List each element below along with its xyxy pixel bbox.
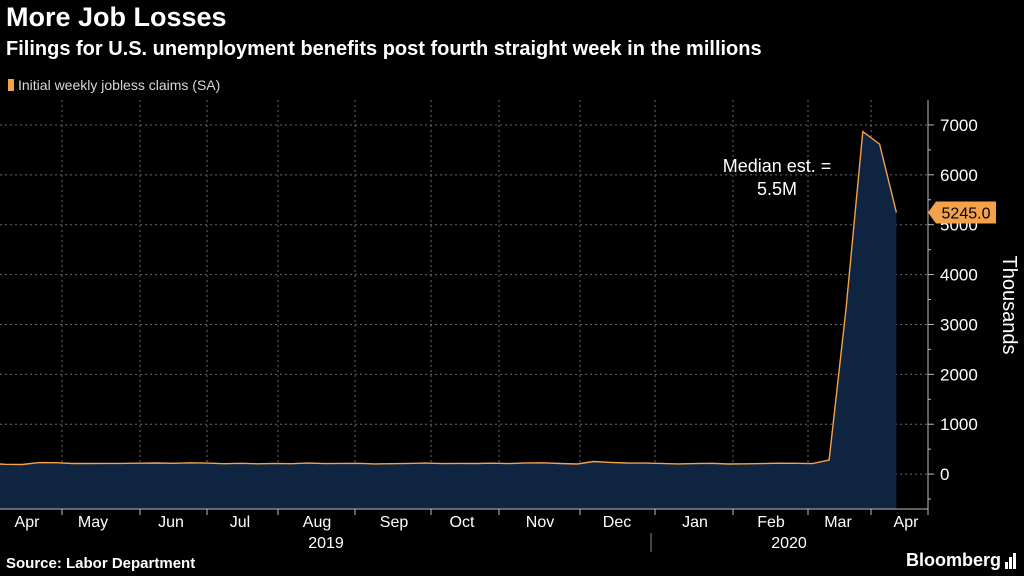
legend-label: Initial weekly jobless claims (SA) <box>18 77 221 93</box>
series-area <box>0 131 897 509</box>
x-tick-label: Jan <box>682 514 708 531</box>
annotation-line-2: 5.5M <box>757 179 797 199</box>
x-tick-label: Nov <box>526 514 554 531</box>
x-tick-label: Sep <box>380 514 409 531</box>
last-value-label: 5245.0 <box>942 205 991 222</box>
source-note: Source: Labor Department <box>6 555 196 572</box>
x-tick-label: Jun <box>158 514 184 531</box>
brand-logo: Bloomberg <box>906 550 1016 571</box>
annotation-line-1: Median est. = <box>723 156 832 176</box>
x-tick-label: Dec <box>603 514 631 531</box>
series-line <box>0 130 898 466</box>
x-year-label: 2019 <box>308 535 344 552</box>
y-tick-label: 7000 <box>940 116 978 135</box>
legend: Initial weekly jobless claims (SA) <box>8 77 220 93</box>
y-tick-label: 1000 <box>940 415 978 434</box>
x-tick-label: Aug <box>303 514 331 531</box>
x-year-label: 2020 <box>771 535 807 552</box>
y-axis-label: Thousands <box>998 256 1020 355</box>
y-tick-label: 6000 <box>940 166 978 185</box>
x-tick-label: May <box>78 514 108 531</box>
x-tick-label: Oct <box>450 514 475 531</box>
last-value-tag <box>928 201 996 224</box>
x-tick-label: Apr <box>15 514 41 531</box>
chart-title: More Job Losses <box>6 2 227 32</box>
legend-swatch <box>8 79 14 91</box>
y-tick-label: 0 <box>940 465 949 484</box>
bloomberg-bars-icon <box>1004 552 1016 569</box>
x-tick-label: Mar <box>824 514 852 531</box>
brand-name: Bloomberg <box>905 550 1001 570</box>
x-tick-label: Jul <box>230 514 250 531</box>
x-tick-label: Feb <box>757 514 785 531</box>
x-tick-label: Apr <box>894 514 920 531</box>
y-tick-label: 3000 <box>940 315 978 334</box>
y-tick-label: 4000 <box>940 266 978 285</box>
y-tick-label: 2000 <box>940 365 978 384</box>
chart-subtitle: Filings for U.S. unemployment benefits p… <box>6 38 762 60</box>
